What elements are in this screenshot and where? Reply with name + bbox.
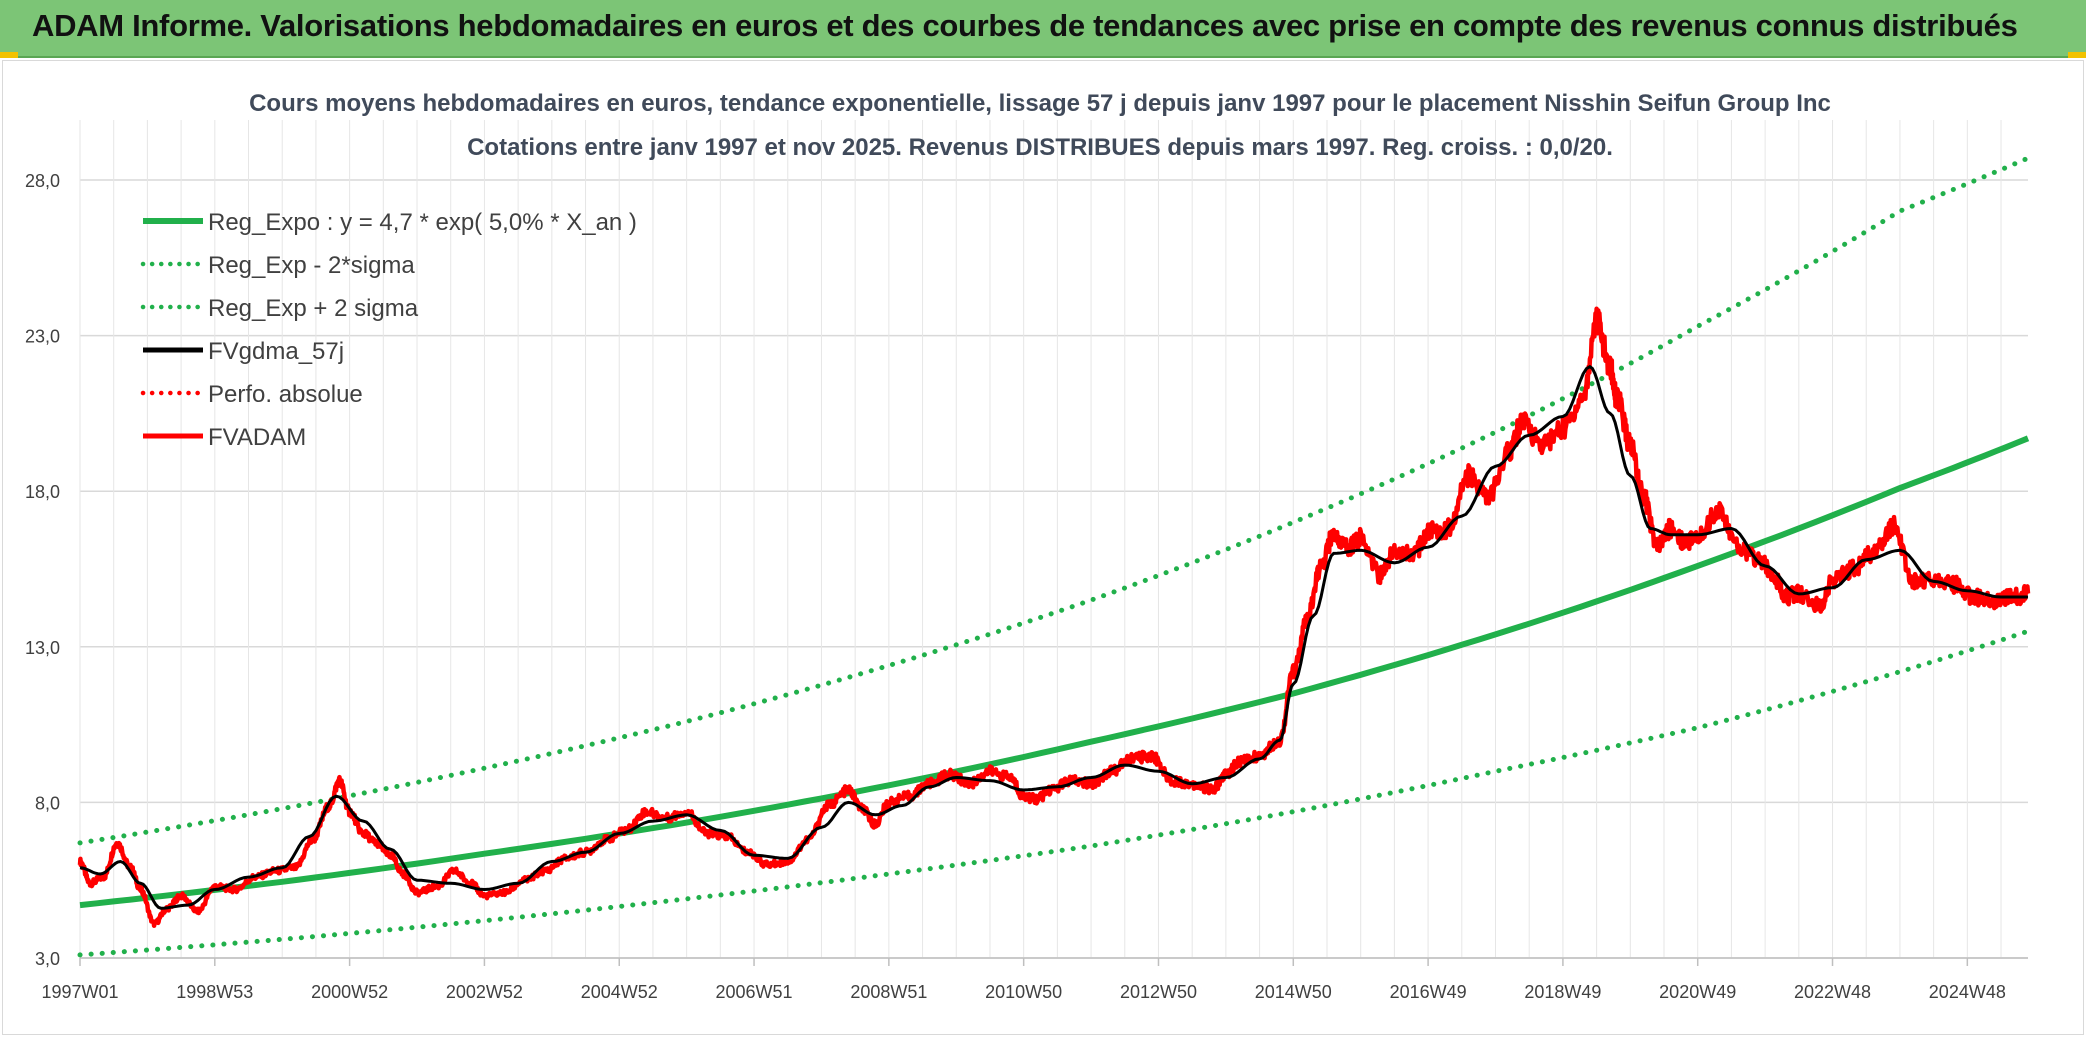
y-tick-label: 8,0 <box>35 793 60 813</box>
x-tick-label: 2014W50 <box>1255 982 1332 1002</box>
x-tick-label: 2022W48 <box>1794 982 1871 1002</box>
legend-label: Reg_Exp + 2 sigma <box>208 295 419 322</box>
y-tick-label: 3,0 <box>35 949 60 969</box>
chart-subtitle: Cotations entre janv 1997 et nov 2025. R… <box>467 134 1613 161</box>
x-tick-label: 2002W52 <box>446 982 523 1002</box>
x-tick-label: 2024W48 <box>1929 982 2006 1002</box>
y-tick-label: 13,0 <box>25 638 60 658</box>
series-reg-expo <box>79 435 2030 909</box>
chart-legend: Reg_Expo : y = 4,7 * exp( 5,0% * X_an ) R… <box>140 209 637 451</box>
corner-marker-left <box>0 52 18 58</box>
page-title: ADAM Informe. Valorisations hebdomadaire… <box>32 8 2018 43</box>
series-reg-minus-2sigma <box>77 628 2031 958</box>
corner-marker-right <box>2068 52 2086 58</box>
chart-series <box>77 155 2031 958</box>
legend-label: Reg_Expo : y = 4,7 * exp( 5,0% * X_an ) <box>208 209 637 236</box>
x-tick-label: 2004W52 <box>581 982 658 1002</box>
series-fvadam <box>77 306 2031 928</box>
legend-label: Reg_Exp - 2*sigma <box>208 252 415 279</box>
x-tick-label: 2018W49 <box>1524 982 1601 1002</box>
y-axis: 3,0 8,0 13,0 18,0 23,0 28,0 <box>25 171 60 969</box>
y-tick-label: 28,0 <box>25 171 60 191</box>
y-tick-label: 18,0 <box>25 482 60 502</box>
page-banner: ADAM Informe. Valorisations hebdomadaire… <box>0 0 2086 58</box>
x-tick-label: 1998W53 <box>176 982 253 1002</box>
series-fvgdma-57j <box>79 364 2028 910</box>
legend-label: FVgdma_57j <box>208 338 344 365</box>
x-tick-label: 2012W50 <box>1120 982 1197 1002</box>
series-reg-plus-2sigma <box>77 155 2031 846</box>
legend-label: Perfo. absolue <box>208 381 363 408</box>
x-axis: 1997W01 1998W53 2000W52 2002W52 2004W52 2006W… <box>41 958 2006 1002</box>
x-tick-label: 2008W51 <box>850 982 927 1002</box>
legend-label: FVADAM <box>208 424 306 451</box>
x-tick-label: 2016W49 <box>1390 982 1467 1002</box>
chart-title: Cours moyens hebdomadaires en euros, ten… <box>249 90 1831 117</box>
x-tick-label: 2010W50 <box>985 982 1062 1002</box>
x-tick-label: 2020W49 <box>1659 982 1736 1002</box>
y-tick-label: 23,0 <box>25 327 60 347</box>
x-tick-label: 2006W51 <box>716 982 793 1002</box>
chart-grid <box>79 120 2028 959</box>
chart-frame <box>2 60 2084 1035</box>
x-tick-label: 2000W52 <box>311 982 388 1002</box>
x-tick-label: 1997W01 <box>41 982 118 1002</box>
